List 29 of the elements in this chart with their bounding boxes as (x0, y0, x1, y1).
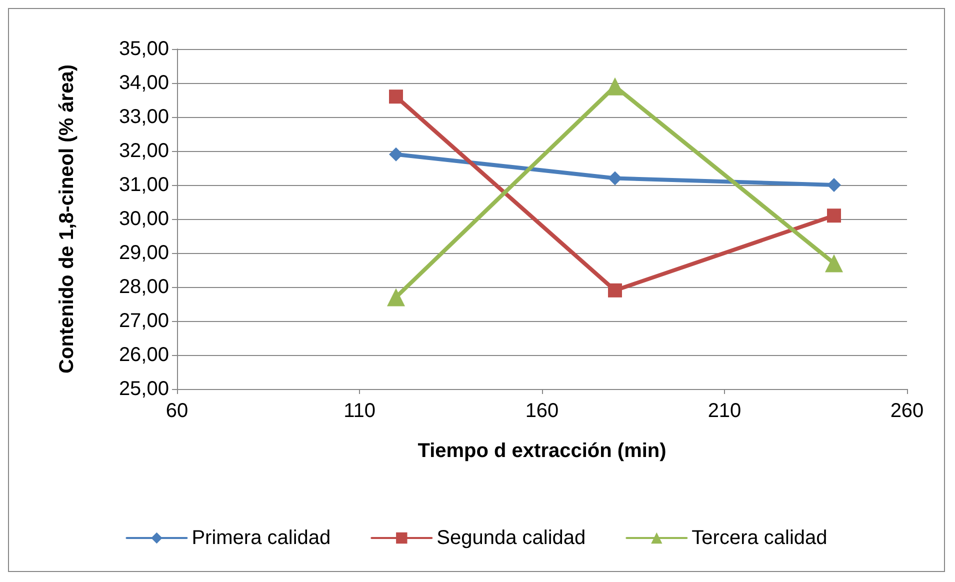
y-tick-label: 31,00 (118, 174, 169, 196)
x-tick-label: 160 (525, 400, 559, 422)
legend-label: Tercera calidad (692, 527, 828, 549)
legend-label: Segunda calidad (436, 527, 586, 549)
x-tick-label: 110 (344, 400, 376, 422)
y-tick-label: 26,00 (118, 344, 169, 366)
y-tick-label: 25,00 (118, 378, 169, 400)
y-tick-label: 33,00 (118, 106, 169, 128)
y-axis-title: Contenido de 1,8-cineol (% área) (56, 64, 78, 374)
y-tick-label: 35,00 (118, 38, 169, 60)
y-tick-label: 32,00 (118, 140, 169, 162)
y-tick-label: 34,00 (118, 72, 169, 94)
point (825, 254, 843, 272)
point (827, 208, 841, 223)
y-tick-label: 27,00 (118, 310, 169, 332)
legend-label: Primera calidad (192, 527, 331, 549)
point (608, 283, 622, 298)
x-tick-label: 60 (166, 400, 188, 422)
y-tick-label: 28,00 (118, 276, 169, 298)
point (827, 178, 841, 192)
x-tick-label: 210 (708, 400, 742, 422)
point (387, 288, 405, 306)
x-tick-label: 260 (890, 400, 924, 422)
y-tick-label: 30,00 (118, 208, 169, 230)
point (608, 171, 622, 186)
point (389, 147, 403, 162)
y-tick-label: 29,00 (118, 242, 169, 264)
point (389, 90, 403, 104)
x-axis-title: Tiempo d extracción (min) (418, 440, 666, 462)
